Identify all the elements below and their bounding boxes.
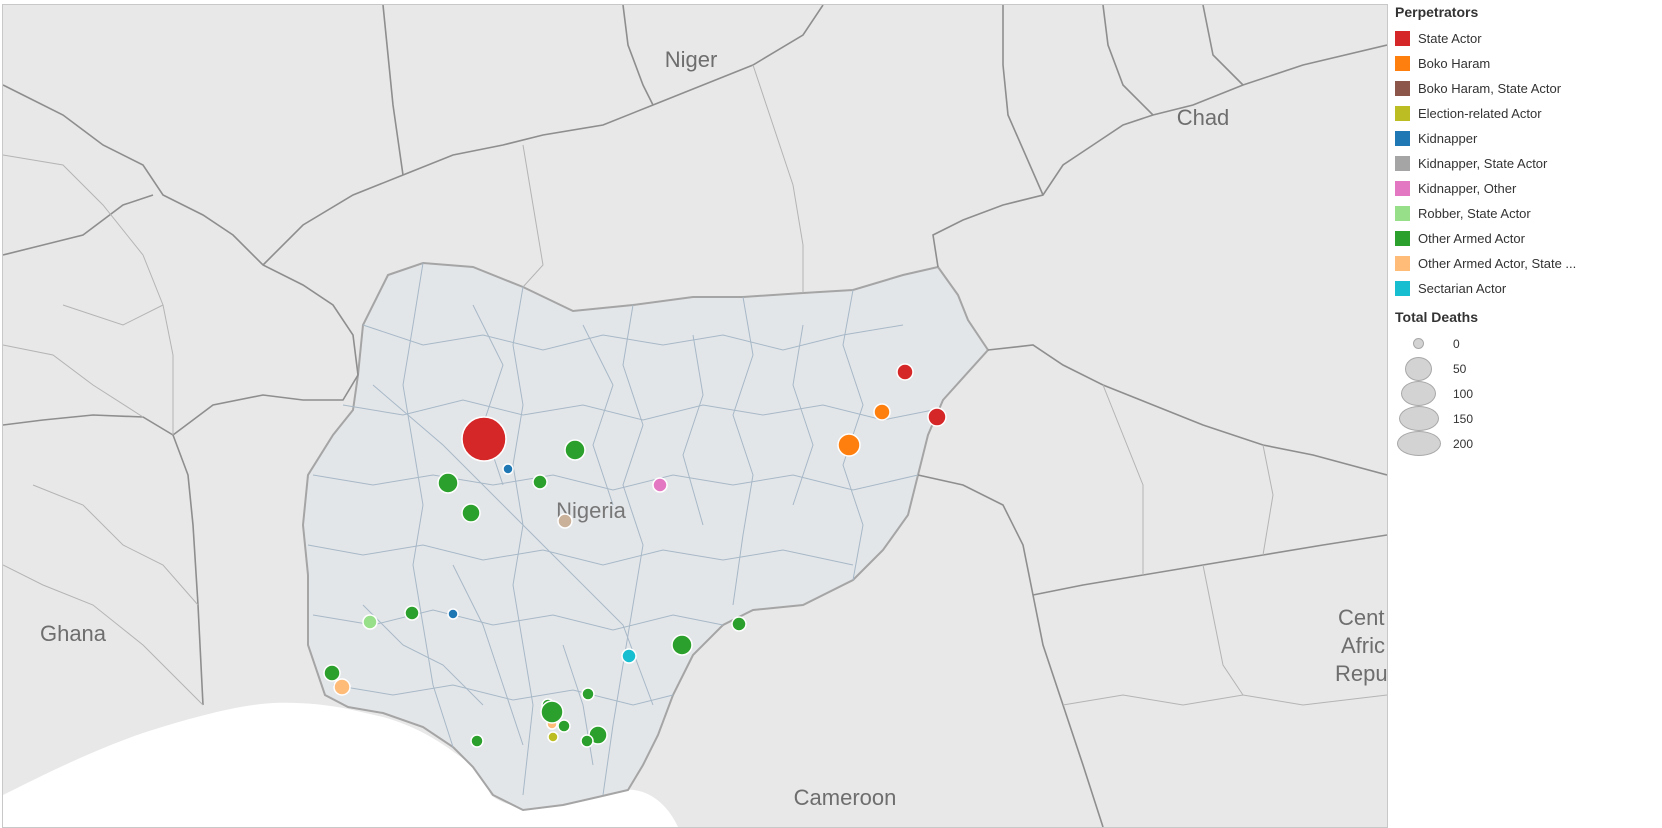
marker-kidnapper-2[interactable] [447, 608, 459, 620]
nigeria-internal-lines [307, 262, 934, 796]
marker-sectarian-actor[interactable] [621, 648, 637, 664]
total-deaths-legend-title: Total Deaths [1395, 309, 1478, 325]
marker-state-actor-large[interactable] [461, 416, 507, 462]
legend-label: Robber, State Actor [1418, 206, 1531, 221]
size-legend-label: 100 [1453, 386, 1474, 401]
size-circle-wrap [1395, 431, 1447, 456]
legend-label: Other Armed Actor [1418, 231, 1525, 246]
legend-label: Sectarian Actor [1418, 281, 1507, 296]
country-label-car-1: Cent [1338, 605, 1384, 630]
marker-state-actor-ne-1[interactable] [896, 363, 914, 381]
legend-item-robber-state-actor[interactable]: Robber, State Actor [1395, 201, 1660, 226]
marker-other-armed-7[interactable] [671, 634, 693, 656]
marker-other-armed-8[interactable] [323, 664, 341, 682]
legend-label: State Actor [1418, 31, 1482, 46]
legend-item-other-armed-actor[interactable]: Other Armed Actor [1395, 226, 1660, 251]
legend-label: Election-related Actor [1418, 106, 1542, 121]
legend-item-kidnapper-other[interactable]: Kidnapper, Other [1395, 176, 1660, 201]
legend-panel: Perpetrators State Actor Boko Haram Boko… [1395, 4, 1660, 456]
legend-item-boko-haram[interactable]: Boko Haram [1395, 51, 1660, 76]
perpetrators-legend: State Actor Boko Haram Boko Haram, State… [1395, 26, 1660, 301]
total-deaths-legend: 0 50 100 150 200 [1395, 331, 1660, 456]
legend-swatch [1395, 131, 1410, 146]
admin-lines [3, 64, 1387, 706]
size-circle-wrap [1395, 406, 1447, 431]
size-legend-item-100: 100 [1395, 381, 1660, 406]
legend-item-other-armed-actor-state[interactable]: Other Armed Actor, State ... [1395, 251, 1660, 276]
legend-label: Kidnapper [1418, 131, 1478, 146]
legend-swatch [1395, 281, 1410, 296]
country-label-chad: Chad [1177, 105, 1230, 130]
marker-kidnapper-other[interactable] [652, 477, 668, 493]
country-label-ghana: Ghana [40, 621, 107, 646]
size-circle-icon [1413, 338, 1424, 349]
legend-label: Boko Haram [1418, 56, 1491, 71]
size-legend-item-50: 50 [1395, 356, 1660, 381]
size-legend-label: 50 [1453, 361, 1467, 376]
legend-swatch [1395, 181, 1410, 196]
size-circle-icon [1399, 406, 1439, 431]
marker-other-armed-15[interactable] [470, 734, 484, 748]
country-label-car-2: Afric [1341, 633, 1385, 658]
legend-item-election-related-actor[interactable]: Election-related Actor [1395, 101, 1660, 126]
marker-other-armed-14[interactable] [580, 734, 594, 748]
marker-boko-haram-2[interactable] [837, 433, 861, 457]
legend-swatch [1395, 206, 1410, 221]
size-legend-item-200: 200 [1395, 431, 1660, 456]
legend-swatch [1395, 231, 1410, 246]
legend-label: Kidnapper, Other [1418, 181, 1517, 196]
legend-item-kidnapper-state-actor[interactable]: Kidnapper, State Actor [1395, 151, 1660, 176]
marker-boko-haram-1[interactable] [873, 403, 891, 421]
legend-swatch [1395, 31, 1410, 46]
marker-robber-state-actor[interactable] [362, 614, 378, 630]
size-legend-label: 0 [1453, 336, 1460, 351]
marker-election-related-actor[interactable] [547, 731, 559, 743]
incident-markers[interactable] [323, 363, 947, 748]
size-legend-item-0: 0 [1395, 331, 1660, 356]
size-circle-wrap [1395, 331, 1447, 356]
legend-label: Boko Haram, State Actor [1418, 81, 1562, 96]
marker-other-armed-5[interactable] [404, 605, 420, 621]
legend-item-sectarian-actor[interactable]: Sectarian Actor [1395, 276, 1660, 301]
marker-other-armed-12[interactable] [557, 719, 571, 733]
marker-kidnapper-state-actor[interactable] [557, 513, 573, 529]
ocean [3, 702, 678, 827]
legend-swatch [1395, 106, 1410, 121]
marker-other-armed-4[interactable] [461, 503, 481, 523]
size-legend-label: 200 [1453, 436, 1474, 451]
size-circle-wrap [1395, 381, 1447, 406]
marker-other-armed-9[interactable] [581, 687, 595, 701]
marker-other-armed-3[interactable] [532, 474, 548, 490]
marker-other-armed-1[interactable] [564, 439, 586, 461]
legend-label: Other Armed Actor, State ... [1418, 256, 1577, 271]
country-label-niger: Niger [665, 47, 718, 72]
legend-swatch [1395, 56, 1410, 71]
country-label-car-3: Repu [1335, 661, 1387, 686]
size-circle-icon [1405, 357, 1432, 381]
marker-other-armed-2[interactable] [437, 472, 459, 494]
legend-item-kidnapper[interactable]: Kidnapper [1395, 126, 1660, 151]
marker-other-armed-6[interactable] [731, 616, 747, 632]
size-circle-icon [1401, 381, 1436, 406]
legend-swatch [1395, 81, 1410, 96]
marker-state-actor-ne-2[interactable] [927, 407, 947, 427]
marker-other-armed-state-actor-1[interactable] [333, 678, 351, 696]
perpetrators-legend-title: Perpetrators [1395, 4, 1479, 20]
size-circle-wrap [1395, 356, 1447, 381]
legend-swatch [1395, 156, 1410, 171]
country-label-cameroon: Cameroon [794, 785, 897, 810]
legend-label: Kidnapper, State Actor [1418, 156, 1548, 171]
nigeria-map[interactable]: Niger Chad Ghana Nigeria Cameroon Cent A… [3, 5, 1387, 827]
nigeria-land [301, 261, 990, 812]
size-circle-icon [1397, 431, 1441, 456]
marker-other-armed-11[interactable] [540, 700, 564, 724]
marker-kidnapper-1[interactable] [502, 463, 514, 475]
size-legend-item-150: 150 [1395, 406, 1660, 431]
legend-item-boko-haram-state-actor[interactable]: Boko Haram, State Actor [1395, 76, 1660, 101]
size-legend-label: 150 [1453, 411, 1474, 426]
legend-item-state-actor[interactable]: State Actor [1395, 26, 1660, 51]
legend-swatch [1395, 256, 1410, 271]
map-panel[interactable]: Niger Chad Ghana Nigeria Cameroon Cent A… [2, 4, 1388, 828]
